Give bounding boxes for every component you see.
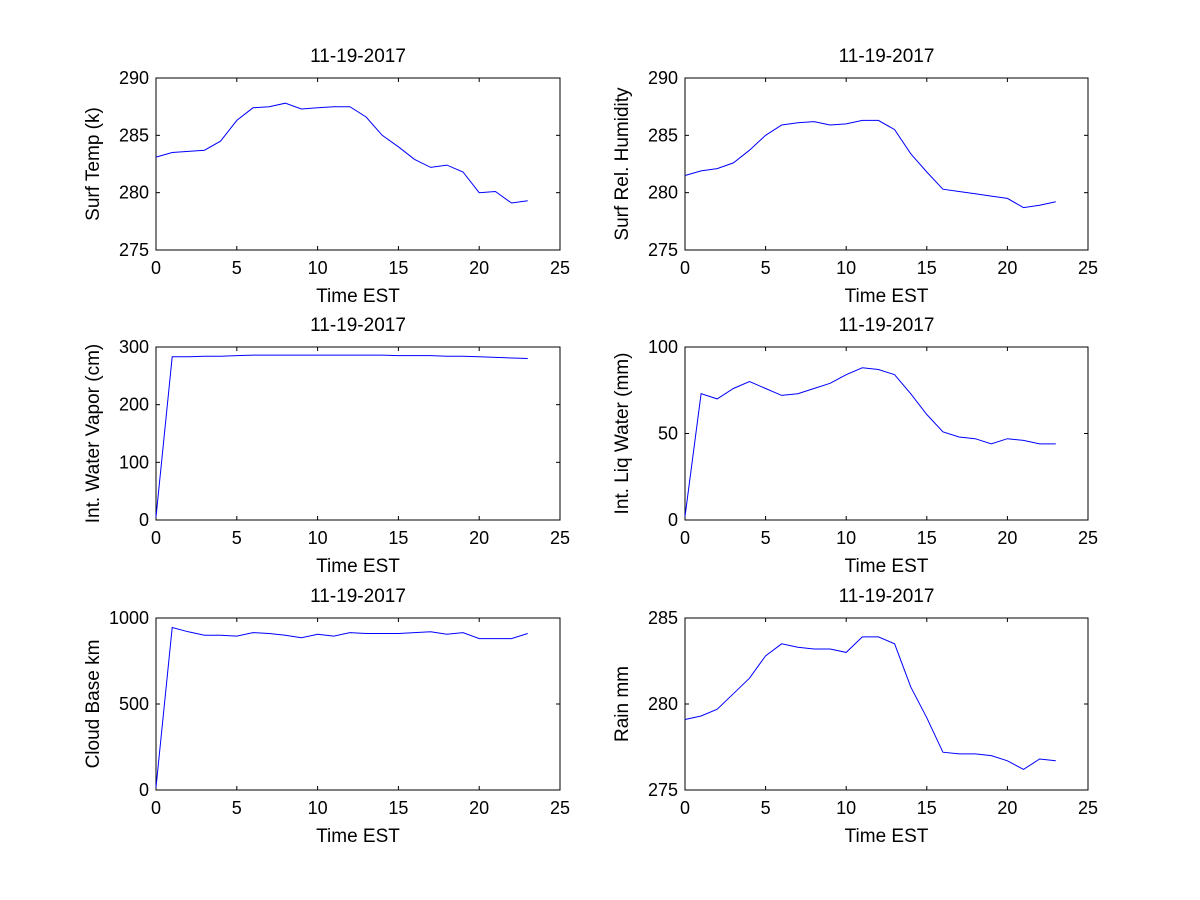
series-line xyxy=(155,626,528,788)
y-tick-label: 280 xyxy=(648,183,678,203)
chart-title: 11-19-2017 xyxy=(839,586,935,607)
x-axis-label: Time EST xyxy=(316,286,400,307)
x-tick-label: 0 xyxy=(680,258,690,278)
chart-title: 11-19-2017 xyxy=(310,46,406,67)
chart-panel-2: 0 5 10 15 20 25 275 280 285 290 11-19-2017 Time EST… xyxy=(612,46,1098,307)
x-axis-label: Time EST xyxy=(316,826,400,847)
y-tick-label: 300 xyxy=(119,337,149,357)
y-tick-label: 285 xyxy=(648,608,678,628)
plot-area-frame xyxy=(684,77,1089,251)
y-tick-label: 50 xyxy=(658,424,678,444)
y-tick-label: 275 xyxy=(648,240,678,260)
chart-panel-4: 0 5 10 15 20 25 0 50 100 11-19-2017 Time EST Int. L… xyxy=(612,315,1098,577)
chart-panel-3: 0 5 10 15 20 25 0 100 200 300 11-19-2017 Time EST In… xyxy=(83,315,570,577)
x-tick-label: 15 xyxy=(917,528,937,548)
y-tick-label: 100 xyxy=(119,452,149,472)
x-axis-label: Time EST xyxy=(845,556,929,577)
y-tick-label: 500 xyxy=(119,694,149,714)
x-tick-label: 15 xyxy=(388,258,408,278)
series-line xyxy=(684,636,1056,770)
x-tick-label: 25 xyxy=(550,798,570,818)
series-line xyxy=(155,102,528,204)
chart-panel-5: 0 5 10 15 20 25 0 500 1000 11-19-2017 Time EST Clou… xyxy=(83,586,570,847)
chart-panel-6: 0 5 10 15 20 25 275 280 285 11-19-2017 Time EST Rai… xyxy=(612,586,1098,847)
plot-area-frame xyxy=(155,617,561,791)
y-tick-label: 285 xyxy=(648,125,678,145)
y-tick-label: 275 xyxy=(648,780,678,800)
x-tick-label: 20 xyxy=(997,528,1017,548)
x-tick-label: 5 xyxy=(232,798,242,818)
x-tick-label: 5 xyxy=(761,798,771,818)
x-tick-label: 25 xyxy=(550,528,570,548)
x-tick-label: 15 xyxy=(388,798,408,818)
y-axis-label: Surf Rel. Humidity xyxy=(612,87,633,241)
x-tick-label: 10 xyxy=(308,528,328,548)
x-tick-label: 0 xyxy=(680,528,690,548)
x-tick-label: 20 xyxy=(469,258,489,278)
x-tick-label: 10 xyxy=(836,798,856,818)
x-tick-label: 20 xyxy=(469,528,489,548)
y-tick-label: 280 xyxy=(119,183,149,203)
y-tick-label: 0 xyxy=(139,780,149,800)
y-axis-label: Cloud Base km xyxy=(83,640,104,769)
x-tick-label: 5 xyxy=(232,258,242,278)
x-tick-label: 0 xyxy=(151,798,161,818)
plot-area-frame xyxy=(155,346,561,521)
y-axis-label: Int. Liq Water (mm) xyxy=(612,353,633,515)
series-line xyxy=(684,119,1056,209)
x-tick-label: 0 xyxy=(151,528,161,548)
x-tick-label: 25 xyxy=(1078,528,1098,548)
x-axis-label: Time EST xyxy=(845,286,929,307)
x-tick-label: 20 xyxy=(997,258,1017,278)
y-tick-label: 285 xyxy=(119,125,149,145)
plot-area-frame xyxy=(684,617,1089,791)
x-tick-label: 20 xyxy=(469,798,489,818)
y-tick-label: 0 xyxy=(668,510,678,530)
x-tick-label: 0 xyxy=(680,798,690,818)
y-tick-label: 0 xyxy=(139,510,149,530)
x-tick-label: 5 xyxy=(761,258,771,278)
x-axis-label: Time EST xyxy=(845,826,929,847)
x-tick-label: 25 xyxy=(1078,798,1098,818)
y-tick-label: 290 xyxy=(648,68,678,88)
x-tick-label: 10 xyxy=(308,258,328,278)
x-tick-label: 10 xyxy=(836,528,856,548)
series-line xyxy=(155,354,528,518)
plot-area-frame xyxy=(155,77,561,251)
y-tick-label: 200 xyxy=(119,395,149,415)
x-tick-label: 25 xyxy=(1078,258,1098,278)
chart-title: 11-19-2017 xyxy=(839,46,935,67)
y-tick-label: 290 xyxy=(119,68,149,88)
chart-title: 11-19-2017 xyxy=(310,315,406,336)
x-tick-label: 15 xyxy=(917,258,937,278)
x-tick-label: 25 xyxy=(550,258,570,278)
x-tick-label: 15 xyxy=(917,798,937,818)
chart-panel-1: 0 5 10 15 20 25 275 280 285 290 11-19-2017 Time EST… xyxy=(83,46,570,307)
y-tick-label: 280 xyxy=(648,694,678,714)
y-axis-label: Rain mm xyxy=(612,666,633,742)
y-tick-label: 1000 xyxy=(109,608,149,628)
x-tick-label: 10 xyxy=(836,258,856,278)
x-tick-label: 15 xyxy=(388,528,408,548)
series-line xyxy=(684,367,1056,517)
y-tick-label: 100 xyxy=(648,337,678,357)
chart-title: 11-19-2017 xyxy=(839,315,935,336)
x-tick-label: 20 xyxy=(997,798,1017,818)
plot-area-frame xyxy=(684,346,1089,521)
x-axis-label: Time EST xyxy=(316,556,400,577)
y-axis-label: Surf Temp (k) xyxy=(83,107,104,221)
x-tick-label: 0 xyxy=(151,258,161,278)
chart-title: 11-19-2017 xyxy=(310,586,406,607)
x-tick-label: 10 xyxy=(308,798,328,818)
x-tick-label: 5 xyxy=(761,528,771,548)
y-axis-label: Int. Water Vapor (cm) xyxy=(83,344,104,523)
x-tick-label: 5 xyxy=(232,528,242,548)
y-tick-label: 275 xyxy=(119,240,149,260)
